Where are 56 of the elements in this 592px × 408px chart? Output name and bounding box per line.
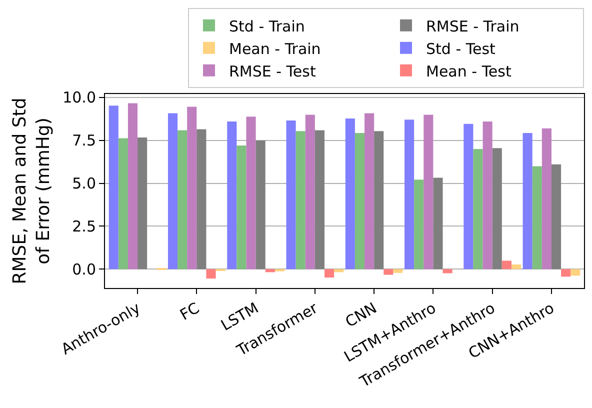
bar [128,103,138,270]
bar [305,114,315,270]
bar [502,260,512,270]
x-tick-label: FC [176,298,202,324]
y-axis-title: RMSE, Mean and Std of Error (mmHg) [9,98,54,284]
bar [324,269,334,278]
bar [384,269,394,275]
y-tick-label: 0.0 [72,260,96,278]
bar [561,269,571,277]
y-tick-label: 5.0 [72,174,96,193]
bar [265,269,275,272]
bar [374,131,384,270]
bar [227,121,237,270]
bar [354,132,365,270]
bar [118,138,128,270]
legend-label: Mean - Test [426,62,512,80]
bar [542,128,552,270]
legend-label: Std - Train [229,17,305,36]
bar [364,113,374,270]
bar [393,269,403,273]
bar [551,164,562,270]
y-tick-label: 10.0 [62,88,96,107]
bar [522,132,532,270]
bar [178,130,188,270]
bar [314,130,324,270]
bar [464,124,474,270]
y-tick-label: 2.5 [72,217,96,236]
bar [196,129,206,270]
bar [334,269,344,272]
bar [236,146,246,270]
bar [511,264,522,270]
bar [138,137,148,270]
bar [570,269,580,276]
bar [424,114,434,270]
bar [414,180,424,270]
legend-label: Std - Test [426,40,496,58]
legend-label: RMSE - Train [426,17,520,36]
bar [246,116,256,270]
bar [345,118,355,270]
bar [286,120,296,270]
y-tick-label: 7.5 [72,132,96,150]
bar [108,106,118,270]
bar [482,121,492,270]
bar [404,120,414,270]
bar [473,148,483,270]
legend-label: Mean - Train [229,40,321,58]
bar [532,166,542,270]
bar [256,140,266,270]
bar [168,113,178,270]
bar [492,148,502,270]
legend-label: RMSE - Test [229,62,316,80]
bar [442,269,452,274]
bar [433,178,443,270]
bar [206,269,216,279]
bar [296,131,306,270]
bar [187,106,197,270]
